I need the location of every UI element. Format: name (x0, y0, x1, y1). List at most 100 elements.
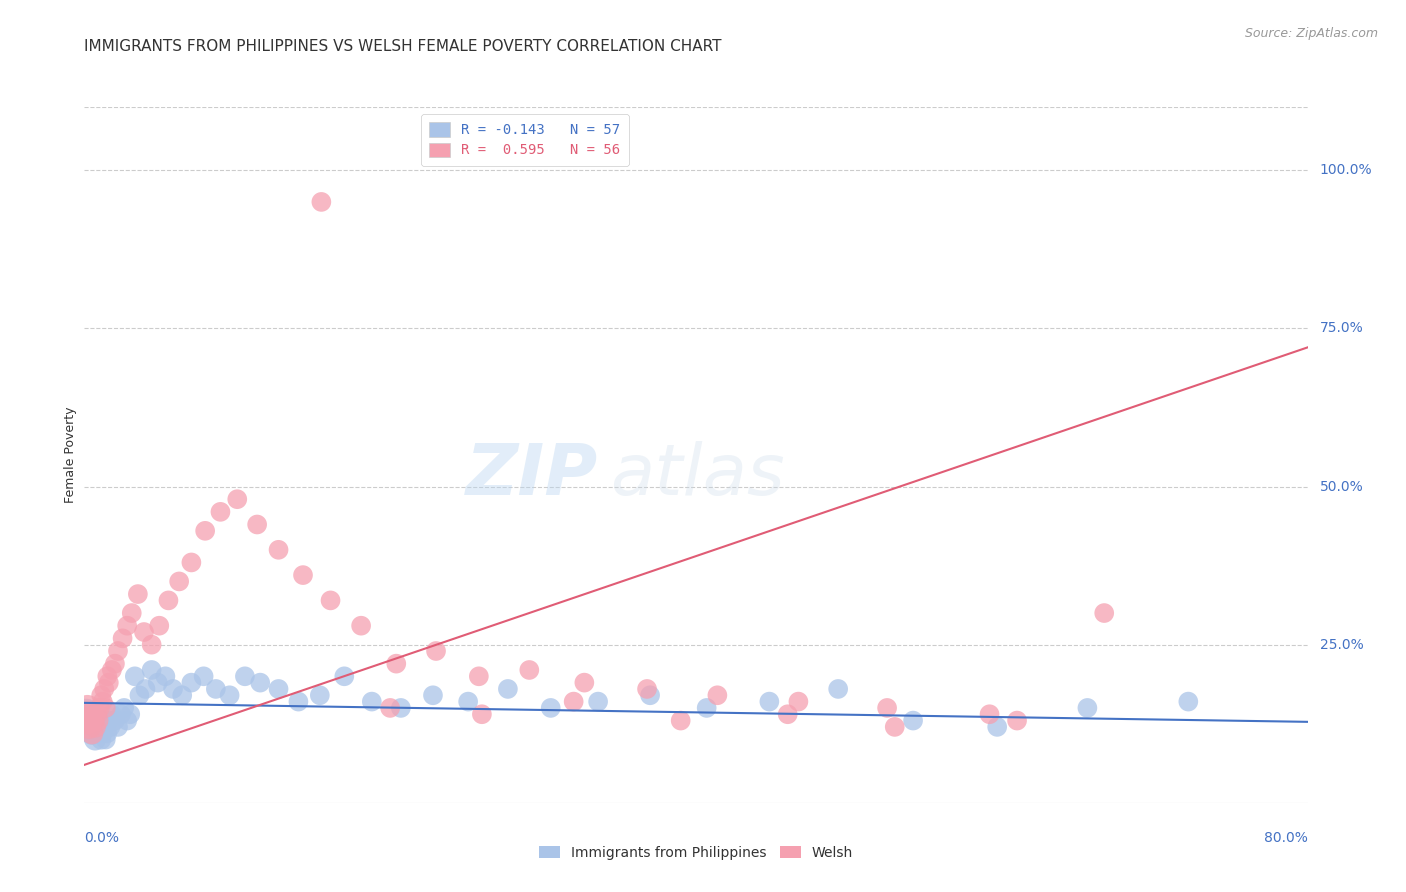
Point (148, 618, 170, 632)
Point (574, 675, 596, 690)
Point (76, 714, 98, 728)
Point (94, 701, 117, 715)
Point (979, 707, 1001, 722)
Point (267, 681, 290, 696)
Point (97, 675, 120, 690)
Point (84, 720, 107, 734)
Point (75, 707, 97, 722)
Text: 25.0%: 25.0% (1320, 638, 1364, 652)
Point (87, 720, 110, 734)
Text: 50.0%: 50.0% (1320, 480, 1364, 493)
Point (669, 714, 692, 728)
Point (827, 681, 849, 696)
Point (93, 681, 115, 696)
Y-axis label: Female Poverty: Female Poverty (65, 407, 77, 503)
Point (120, 707, 142, 722)
Point (193, 669, 215, 683)
Point (787, 695, 810, 709)
Point (76, 701, 98, 715)
Point (226, 492, 249, 507)
Point (172, 688, 194, 702)
Point (218, 688, 240, 702)
Point (96, 726, 118, 740)
Point (457, 695, 479, 709)
Point (83, 714, 105, 728)
Point (90, 688, 112, 702)
Point (696, 701, 718, 715)
Point (471, 707, 494, 722)
Point (167, 574, 190, 589)
Point (540, 701, 562, 715)
Legend: Immigrants from Philippines, Welsh: Immigrants from Philippines, Welsh (533, 840, 859, 865)
Point (141, 638, 163, 652)
Point (180, 556, 202, 570)
Point (115, 714, 138, 728)
Point (104, 714, 127, 728)
Text: IMMIGRANTS FROM PHILIPPINES VS WELSH FEMALE POVERTY CORRELATION CHART: IMMIGRANTS FROM PHILIPPINES VS WELSH FEM… (84, 38, 721, 54)
Point (97, 714, 120, 728)
Point (758, 695, 780, 709)
Point (128, 688, 150, 702)
Point (1177, 695, 1199, 709)
Point (1076, 701, 1098, 715)
Point (89, 714, 111, 728)
Point (93, 720, 115, 734)
Point (86, 707, 108, 722)
Point (389, 701, 412, 715)
Point (425, 644, 447, 658)
Point (75, 714, 97, 728)
Point (115, 618, 138, 632)
Point (98, 720, 121, 734)
Point (90, 732, 112, 747)
Point (194, 524, 217, 538)
Point (360, 695, 382, 709)
Point (107, 720, 129, 734)
Point (110, 707, 132, 722)
Point (380, 701, 402, 715)
Point (287, 695, 309, 709)
Point (124, 669, 146, 683)
Point (155, 669, 177, 683)
Point (96, 669, 118, 683)
Point (319, 593, 342, 607)
Point (94, 732, 117, 747)
Point (132, 625, 155, 640)
Point (333, 669, 356, 683)
Point (141, 663, 163, 677)
Point (586, 695, 609, 709)
Point (496, 681, 519, 696)
Point (112, 701, 135, 715)
Point (638, 688, 661, 702)
Point (706, 688, 728, 702)
Point (146, 675, 169, 690)
Point (80, 726, 103, 740)
Point (562, 695, 585, 709)
Text: 0.0%: 0.0% (84, 830, 120, 845)
Text: atlas: atlas (610, 442, 785, 510)
Point (267, 542, 290, 557)
Point (101, 707, 124, 722)
Point (883, 720, 905, 734)
Point (292, 568, 315, 582)
Point (1005, 714, 1028, 728)
Point (209, 505, 232, 519)
Point (121, 606, 143, 620)
Point (84, 732, 107, 747)
Point (876, 701, 898, 715)
Point (135, 681, 157, 696)
Point (162, 681, 184, 696)
Point (87, 714, 110, 728)
Point (79, 707, 101, 722)
Point (107, 644, 129, 658)
Point (77, 720, 100, 734)
Point (80, 726, 103, 740)
Text: 100.0%: 100.0% (1320, 163, 1372, 178)
Point (157, 593, 180, 607)
Point (385, 657, 408, 671)
Text: Source: ZipAtlas.com: Source: ZipAtlas.com (1244, 27, 1378, 40)
Point (83, 720, 105, 734)
Point (233, 669, 256, 683)
Point (180, 675, 202, 690)
Point (468, 669, 491, 683)
Point (422, 688, 444, 702)
